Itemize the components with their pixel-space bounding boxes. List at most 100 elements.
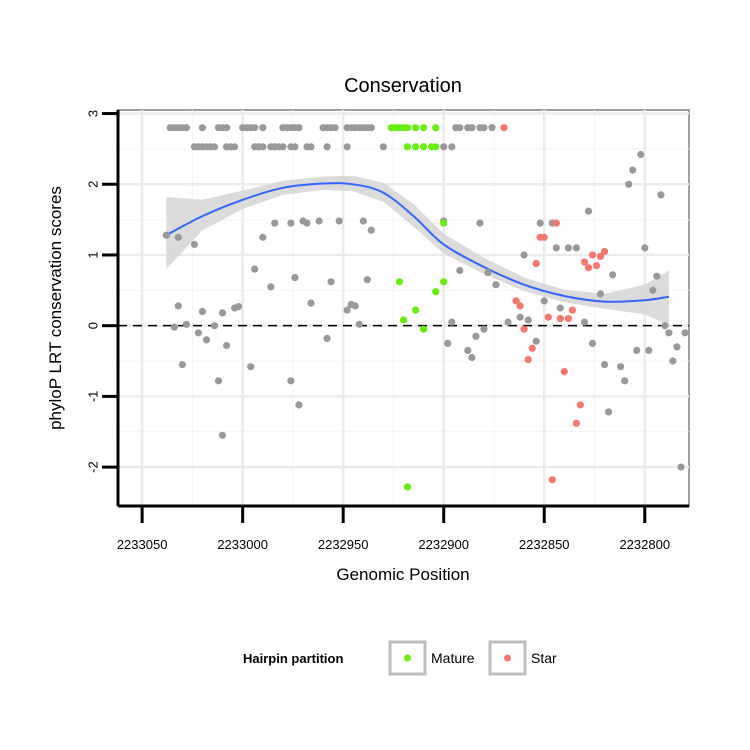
data-point-other <box>637 150 645 159</box>
data-point-mature <box>412 143 420 151</box>
data-point-other <box>532 337 540 345</box>
legend-item-mature: Mature <box>388 640 475 676</box>
data-point-other <box>669 357 677 365</box>
smooth-line <box>165 182 670 303</box>
data-point-star <box>568 306 577 314</box>
x-tick-label: 2232900 <box>418 537 469 552</box>
data-point-mature <box>412 306 420 314</box>
data-point-other <box>363 276 371 284</box>
data-point-star <box>601 247 609 255</box>
data-point-mature <box>399 316 408 324</box>
data-point-other <box>287 219 295 227</box>
smooth-line-layer <box>165 182 670 303</box>
data-point-star <box>584 264 593 272</box>
x-tick-label: 2232800 <box>619 537 670 552</box>
data-point-other <box>287 377 295 385</box>
data-point-mature <box>403 483 412 491</box>
data-point-star <box>564 315 573 323</box>
data-point-other <box>367 226 375 234</box>
data-point-other <box>609 271 617 279</box>
data-point-other <box>198 307 206 316</box>
confidence-ribbon <box>166 175 669 326</box>
data-point-other <box>480 124 488 132</box>
y-tick-label: 2 <box>86 181 101 188</box>
data-point-other <box>520 251 528 259</box>
data-point-mature <box>432 143 440 151</box>
data-point-other <box>601 361 609 369</box>
y-tick-label: 3 <box>86 110 101 117</box>
data-point-other <box>210 322 219 330</box>
data-point-other <box>540 297 548 305</box>
legend-title: Hairpin partition <box>243 651 343 666</box>
data-point-other <box>271 219 279 227</box>
y-tick-label: -2 <box>86 461 101 473</box>
data-point-other <box>564 244 573 252</box>
data-point-other <box>516 313 524 321</box>
data-point-star <box>588 251 597 259</box>
series-other <box>162 124 689 471</box>
data-point-other <box>247 363 255 371</box>
data-point-star <box>556 315 564 323</box>
data-point-other <box>218 309 227 317</box>
legend: Hairpin partition Mature Star <box>243 640 557 676</box>
data-point-other <box>588 339 597 347</box>
data-point-other <box>629 166 637 174</box>
data-point-other <box>194 329 202 337</box>
data-point-mature <box>420 124 428 132</box>
x-tick-label: 2233050 <box>117 537 168 552</box>
data-point-other <box>303 219 311 227</box>
data-point-other <box>343 306 351 314</box>
data-point-other <box>295 401 303 409</box>
data-point-other <box>456 124 464 132</box>
legend-label-mature: Mature <box>431 650 475 666</box>
data-point-other <box>476 219 484 227</box>
data-point-other <box>524 316 532 324</box>
data-point-other <box>480 325 488 333</box>
data-point-other <box>440 143 448 151</box>
data-point-other <box>657 191 665 199</box>
data-point-other <box>327 278 335 286</box>
data-point-star <box>580 258 589 266</box>
data-point-other <box>645 346 653 354</box>
data-point-other <box>468 353 476 362</box>
data-point-other <box>665 329 673 337</box>
data-point-star <box>540 233 548 241</box>
data-point-star <box>528 344 536 352</box>
data-point-other <box>472 332 480 340</box>
data-point-star <box>596 252 605 260</box>
data-point-other <box>210 143 219 151</box>
data-point-other <box>556 304 564 312</box>
data-point-star <box>592 262 601 270</box>
data-point-other <box>223 124 231 132</box>
data-point-mature <box>440 219 448 227</box>
confidence-ribbon-layer <box>166 175 669 326</box>
data-point-other <box>343 143 351 151</box>
data-point-mature <box>420 325 428 333</box>
data-point-other <box>307 143 315 151</box>
data-point-other <box>379 143 387 151</box>
y-axis-title: phyloP LRT conservation scores <box>46 186 65 430</box>
series-mature <box>387 124 448 491</box>
data-point-other <box>174 302 182 310</box>
data-point-other <box>218 431 227 439</box>
data-point-other <box>464 346 472 354</box>
data-point-other <box>235 303 243 311</box>
data-point-other <box>633 346 641 354</box>
y-tick-label: 1 <box>86 251 101 258</box>
data-point-other <box>251 265 259 273</box>
data-point-other <box>359 217 367 225</box>
data-point-mature <box>395 278 404 286</box>
data-point-other <box>251 124 259 132</box>
data-point-other <box>170 323 178 331</box>
data-point-other <box>331 124 339 132</box>
data-point-other <box>625 180 633 188</box>
data-point-other <box>492 281 500 289</box>
data-point-other <box>267 283 275 291</box>
data-point-other <box>484 269 492 277</box>
data-point-other <box>661 322 669 330</box>
data-point-star <box>560 368 568 376</box>
data-point-star <box>516 302 524 310</box>
x-tick-label: 2233000 <box>217 537 268 552</box>
data-point-other <box>448 143 456 151</box>
plot-panel <box>117 109 690 507</box>
